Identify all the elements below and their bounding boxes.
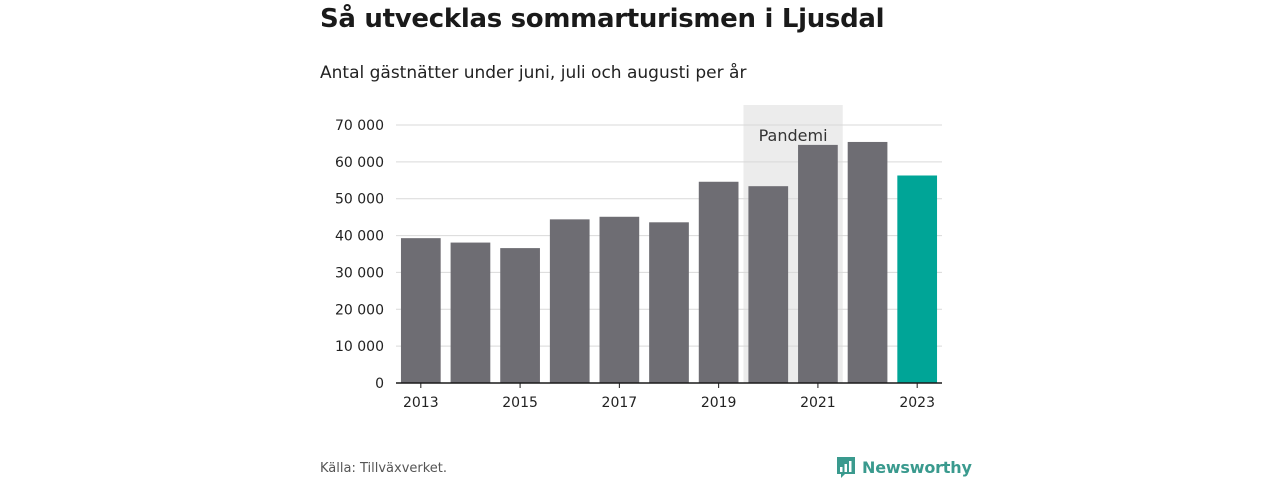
- y-tick-label: 60 000: [335, 155, 384, 171]
- y-tick-label: 70 000: [335, 118, 384, 134]
- bar-2015: [500, 248, 540, 383]
- bar-2020: [748, 186, 789, 383]
- bar-2021: [798, 144, 838, 383]
- bar-2019: [698, 181, 739, 383]
- x-tick-label: 2019: [701, 395, 737, 411]
- y-tick-label: 20 000: [335, 302, 384, 318]
- brand-name: Newsworthy: [862, 457, 972, 477]
- x-tick-label: 2013: [403, 395, 439, 411]
- brand-logo: Newsworthy: [835, 455, 972, 479]
- bar-chart-speech-bubble-icon: [837, 457, 855, 478]
- y-tick-label: 30 000: [335, 265, 384, 281]
- bar-2023: [897, 175, 938, 383]
- x-tick-label: 2017: [602, 395, 638, 411]
- x-tick-label: 2015: [502, 395, 538, 411]
- x-tick-label: 2023: [899, 395, 935, 411]
- x-tick-label: 2021: [800, 395, 836, 411]
- y-tick-label: 10 000: [335, 339, 384, 355]
- annotation-label: Pandemi: [759, 126, 828, 145]
- y-tick-label: 50 000: [335, 192, 384, 208]
- y-tick-label: 40 000: [335, 229, 384, 245]
- chart-subtitle: Antal gästnätter under juni, juli och au…: [320, 63, 747, 83]
- bar-2016: [549, 219, 590, 383]
- bar-2018: [649, 222, 689, 383]
- bar-2017: [599, 216, 640, 383]
- source-note: Källa: Tillväxverket.: [320, 461, 448, 476]
- chart-title: Så utvecklas sommarturismen i Ljusdal: [320, 4, 885, 34]
- y-tick-label: 0: [375, 376, 384, 392]
- bar-2014: [450, 242, 491, 383]
- bar-2022: [847, 141, 888, 383]
- bar-2013: [400, 238, 441, 383]
